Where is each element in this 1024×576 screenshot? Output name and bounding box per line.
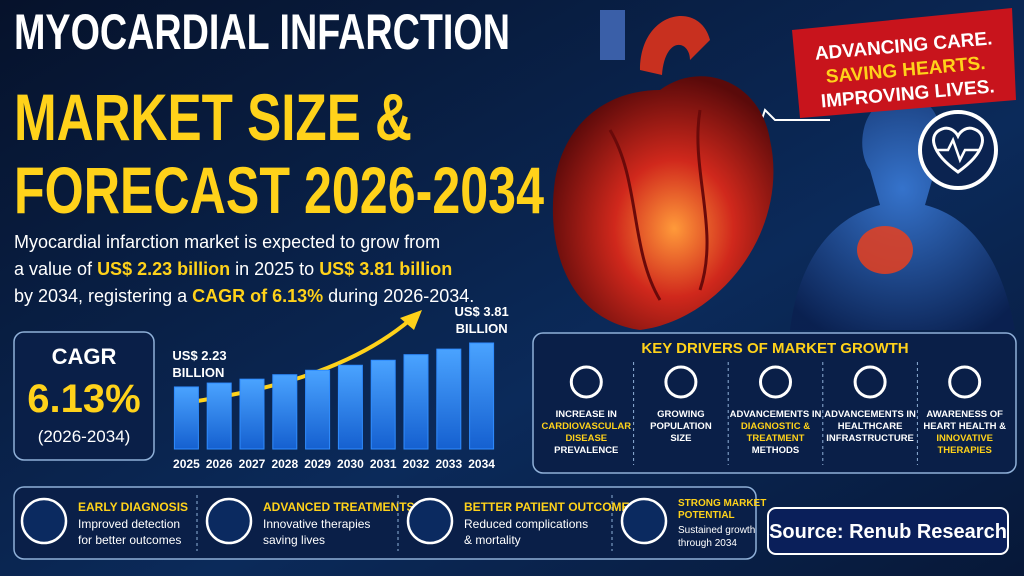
intro-text: a value of bbox=[14, 259, 97, 279]
bar-chart: 2025 US$ 2.23 BILLION 2026 2027 2028 2029 2030 2… bbox=[172, 304, 508, 471]
benefit-text: through 2034 bbox=[678, 538, 737, 549]
bar bbox=[403, 354, 429, 450]
x-tick-label: 2030 bbox=[337, 457, 364, 471]
benefit-icon bbox=[205, 497, 253, 545]
driver-text: AWARENESS OF bbox=[926, 409, 1003, 420]
benefits: EARLY DIAGNOSIS Improved detection for bet… bbox=[20, 495, 766, 551]
bar bbox=[173, 386, 199, 450]
benefit-text: Innovative therapies bbox=[263, 517, 370, 531]
bar bbox=[239, 378, 265, 450]
driver-icon bbox=[853, 365, 887, 399]
driver-text: TREATMENT bbox=[747, 433, 805, 444]
driver-icon bbox=[759, 365, 792, 399]
driver-text: METHODS bbox=[752, 445, 800, 456]
driver-text: DISEASE bbox=[565, 433, 607, 444]
value-label: US$ 3.81 bbox=[454, 304, 508, 319]
benefit-title: STRONG MARKET bbox=[678, 498, 766, 509]
x-tick-label: 2033 bbox=[435, 457, 462, 471]
driver-text: HEALTHCARE bbox=[838, 421, 903, 432]
bar bbox=[370, 359, 396, 450]
value-label: BILLION bbox=[172, 365, 224, 380]
driver-text: ADVANCEMENTS IN bbox=[824, 409, 916, 420]
x-tick-label: 2034 bbox=[468, 457, 495, 471]
driver-icon bbox=[664, 365, 698, 399]
intro-text: by 2034, registering a bbox=[14, 286, 192, 306]
intro-line: a value of US$ 2.23 billion in 2025 to U… bbox=[14, 259, 452, 279]
x-tick-label: 2031 bbox=[370, 457, 397, 471]
intro-text: during 2026-2034. bbox=[323, 286, 474, 306]
x-tick-label: 2028 bbox=[271, 457, 298, 471]
bar bbox=[272, 374, 298, 450]
benefit-text: Sustained growth bbox=[678, 525, 755, 536]
driver-text: HEART HEALTH & bbox=[923, 421, 1006, 432]
driver-text: SIZE bbox=[670, 433, 691, 444]
bar bbox=[337, 364, 363, 450]
x-tick-label: 2026 bbox=[206, 457, 233, 471]
benefit-title: BETTER PATIENT OUTCOMES bbox=[464, 500, 638, 514]
benefit-icon bbox=[620, 497, 668, 545]
benefit-text: saving lives bbox=[263, 533, 325, 547]
intro: Myocardial infarction market is expected… bbox=[14, 232, 474, 306]
driver-text: PREVALENCE bbox=[554, 445, 618, 456]
driver-icon bbox=[569, 365, 603, 399]
intro-text: CAGR of 6.13% bbox=[192, 286, 323, 306]
intro-text: in 2025 to bbox=[230, 259, 319, 279]
title-line: MARKET SIZE & bbox=[14, 80, 412, 154]
intro-text: Myocardial infarction market is expected… bbox=[14, 232, 440, 252]
driver-text: ADVANCEMENTS IN bbox=[730, 409, 822, 420]
heart-illustration bbox=[552, 10, 774, 330]
banner bbox=[792, 8, 1016, 118]
benefit-icon bbox=[20, 497, 68, 545]
x-tick-label: 2025 bbox=[173, 457, 200, 471]
x-tick-label: 2029 bbox=[304, 457, 331, 471]
bar bbox=[206, 382, 232, 450]
cagr-label: CAGR bbox=[52, 344, 117, 369]
drivers-title: KEY DRIVERS OF MARKET GROWTH bbox=[641, 340, 908, 357]
driver-text: GROWING bbox=[657, 409, 705, 420]
benefit-title: ADVANCED TREATMENTS bbox=[263, 500, 415, 514]
benefit-text: for better outcomes bbox=[78, 533, 181, 547]
benefit-title: EARLY DIAGNOSIS bbox=[78, 500, 188, 514]
title-line: FORECAST 2026-2034 bbox=[14, 153, 544, 227]
benefit-text: Reduced complications bbox=[464, 517, 588, 531]
benefit-title: POTENTIAL bbox=[678, 510, 735, 521]
driver-icon bbox=[948, 365, 982, 399]
driver-text: CARDIOVASCULAR bbox=[542, 421, 632, 432]
cagr-box bbox=[13, 331, 155, 461]
arrow-head bbox=[400, 310, 422, 330]
intro-text: US$ 2.23 billion bbox=[97, 259, 230, 279]
drivers-box bbox=[532, 332, 1017, 474]
driver-text: POPULATION bbox=[650, 421, 712, 432]
x-tick-label: 2032 bbox=[403, 457, 430, 471]
driver-text: INNOVATIVE bbox=[936, 433, 993, 444]
driver-text: INCREASE IN bbox=[556, 409, 617, 420]
x-tick-label: 2027 bbox=[239, 457, 266, 471]
benefit-text: & mortality bbox=[464, 533, 521, 547]
bar bbox=[436, 348, 462, 450]
cagr-period: (2026-2034) bbox=[38, 427, 131, 446]
benefit-icon bbox=[406, 497, 454, 545]
bar bbox=[469, 342, 495, 450]
heart-icon-badge bbox=[918, 110, 998, 190]
benefits-box bbox=[13, 486, 757, 560]
driver-text: DIAGNOSTIC & bbox=[741, 421, 810, 432]
value-label: US$ 2.23 bbox=[172, 348, 226, 363]
intro-text: US$ 3.81 billion bbox=[319, 259, 452, 279]
drivers: INCREASE INCARDIOVASCULARDISEASEPREVALEN… bbox=[542, 362, 1006, 465]
intro-line: Myocardial infarction market is expected… bbox=[14, 232, 440, 252]
driver-text: THERAPIES bbox=[938, 445, 992, 456]
cagr-value: 6.13% bbox=[27, 377, 140, 421]
driver-text: INFRASTRUCTURE bbox=[826, 433, 914, 444]
intro-line: by 2034, registering a CAGR of 6.13% dur… bbox=[14, 286, 474, 306]
source: Source: Renub Research bbox=[769, 521, 1007, 543]
title-line: MYOCARDIAL INFARCTION bbox=[14, 4, 510, 60]
value-label: BILLION bbox=[456, 321, 508, 336]
person-illustration bbox=[790, 94, 1015, 330]
benefit-text: Improved detection bbox=[78, 517, 180, 531]
source-box bbox=[767, 507, 1009, 555]
bar bbox=[305, 369, 331, 450]
